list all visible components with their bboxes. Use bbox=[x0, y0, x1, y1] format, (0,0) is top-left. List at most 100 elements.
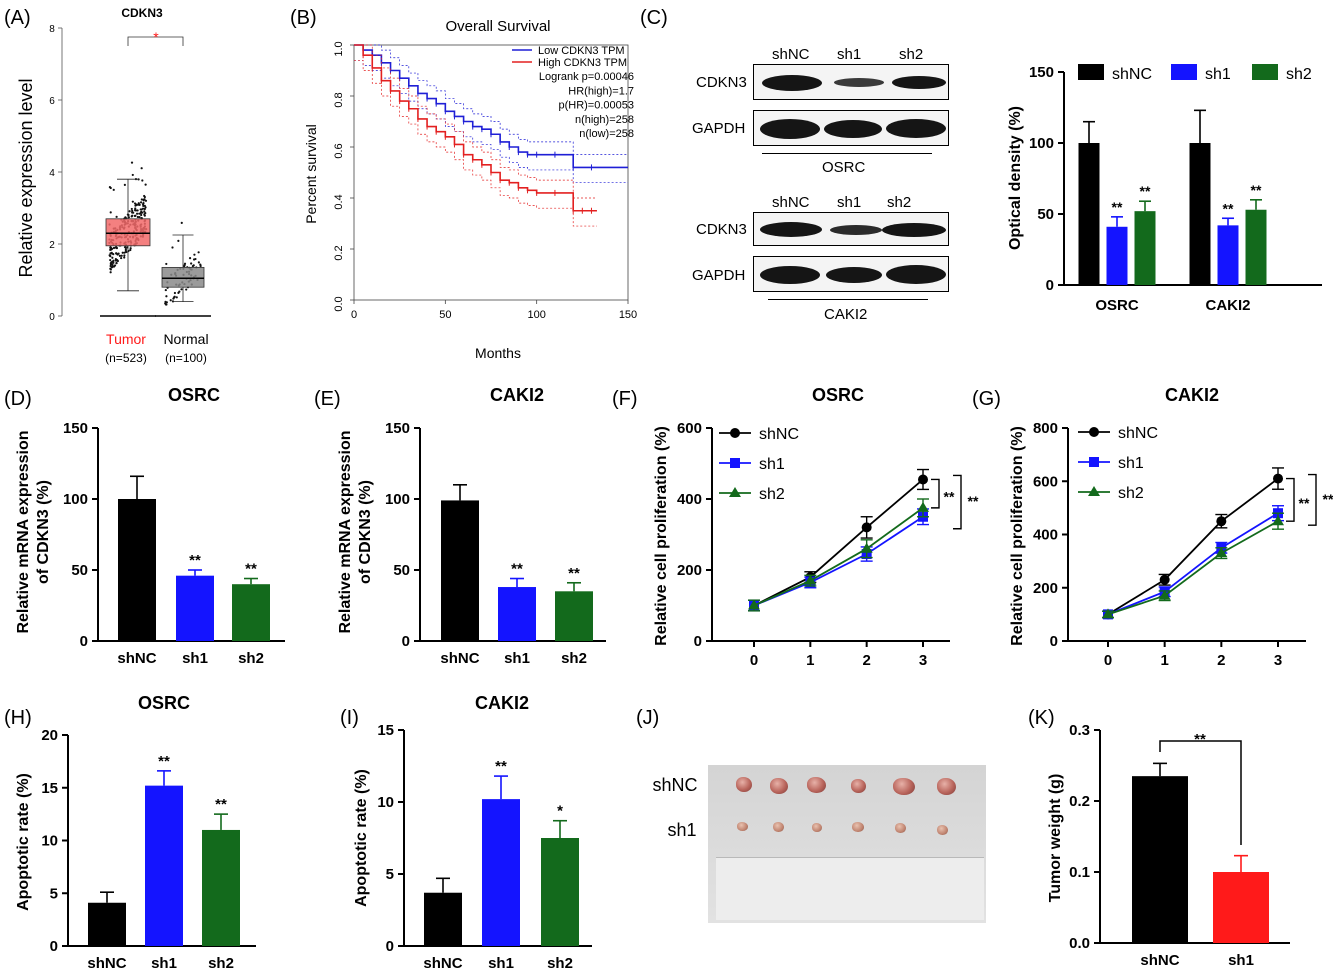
row-label: GAPDH bbox=[692, 120, 746, 137]
legend-label: sh2 bbox=[1118, 485, 1144, 502]
x-tick-label: shNC bbox=[87, 955, 126, 972]
y-tick-label: 6 bbox=[49, 96, 55, 107]
data-point bbox=[144, 183, 147, 186]
data-point bbox=[115, 215, 118, 218]
chart-title: CDKN3 bbox=[121, 6, 163, 20]
y-tick-label: 0 bbox=[49, 312, 55, 323]
significance-bracket bbox=[931, 478, 940, 509]
data-point bbox=[123, 256, 126, 259]
legend-label: sh2 bbox=[759, 486, 785, 503]
legend-label: sh1 bbox=[1118, 455, 1144, 472]
data-point bbox=[180, 288, 183, 291]
data-point bbox=[1272, 515, 1284, 526]
blot-band bbox=[760, 266, 820, 284]
y-axis-label: Apoptotic rate (%) bbox=[15, 773, 32, 911]
y-axis-label: Relative mRNA expression bbox=[15, 430, 32, 633]
panel-letter: (G) bbox=[972, 388, 1001, 410]
cell-line-label: OSRC bbox=[822, 159, 866, 176]
data-point bbox=[129, 247, 132, 250]
category-n: (n=100) bbox=[165, 351, 207, 365]
data-point bbox=[140, 167, 143, 170]
data-point bbox=[132, 211, 135, 214]
blot-band bbox=[826, 267, 882, 283]
y-tick-label: 0 bbox=[694, 633, 702, 650]
chart-title: CAKI2 bbox=[475, 693, 529, 713]
blot-strip-cdkn3 bbox=[753, 212, 949, 246]
data-point bbox=[131, 214, 134, 217]
legend-label: sh1 bbox=[1205, 66, 1231, 83]
x-tick-label: shNC bbox=[440, 650, 479, 667]
box bbox=[161, 266, 205, 288]
data-point bbox=[140, 208, 143, 211]
blot-band bbox=[886, 265, 946, 284]
bar bbox=[176, 575, 214, 641]
significance-mark: ** bbox=[1194, 731, 1206, 748]
data-point bbox=[1215, 547, 1228, 558]
y-tick-label: 150 bbox=[385, 420, 410, 437]
blot-band bbox=[760, 119, 820, 139]
significance-mark: ** bbox=[215, 796, 227, 813]
legend-marker bbox=[730, 428, 740, 438]
confidence-band bbox=[354, 59, 597, 227]
legend-swatch bbox=[1252, 64, 1278, 80]
legend-swatch bbox=[1078, 64, 1104, 80]
tumor-specimen bbox=[852, 822, 864, 832]
y-tick-label: 600 bbox=[1033, 473, 1058, 490]
lane-label: shNC bbox=[772, 194, 810, 211]
confidence-band bbox=[354, 44, 628, 155]
data-point bbox=[109, 211, 112, 214]
data-point bbox=[108, 254, 111, 257]
data-point bbox=[165, 262, 168, 266]
data-point bbox=[197, 261, 200, 264]
data-point bbox=[136, 215, 139, 219]
blot-band bbox=[760, 222, 822, 237]
data-point bbox=[141, 203, 145, 206]
y-tick-label: 0.3 bbox=[1069, 722, 1090, 739]
lane-underline bbox=[762, 153, 932, 154]
chart-title: Overall Survival bbox=[445, 18, 550, 35]
data-point bbox=[143, 194, 146, 198]
bar bbox=[1189, 143, 1211, 285]
significance-mark: * bbox=[557, 803, 563, 820]
y-tick-label: 0.2 bbox=[1069, 793, 1090, 810]
data-point bbox=[118, 254, 122, 257]
chart-title: CAKI2 bbox=[1165, 385, 1219, 405]
panel-letter: (H) bbox=[4, 707, 32, 729]
data-point bbox=[173, 291, 177, 295]
tumor-specimen bbox=[851, 779, 866, 793]
x-tick-label: CAKI2 bbox=[1205, 297, 1250, 314]
data-point bbox=[135, 209, 139, 212]
data-point bbox=[1159, 574, 1170, 585]
data-point bbox=[120, 254, 123, 257]
bar bbox=[232, 584, 270, 641]
data-point bbox=[917, 501, 929, 512]
blot-band bbox=[762, 75, 822, 91]
y-tick-label: 10 bbox=[41, 833, 58, 850]
stat-label: Logrank p=0.00046 bbox=[539, 71, 634, 83]
y-tick-label: 200 bbox=[677, 562, 702, 579]
data-point bbox=[861, 522, 872, 533]
y-axis-label: Tumor weight (g) bbox=[1047, 774, 1064, 903]
data-point bbox=[115, 252, 118, 255]
x-tick-label: sh2 bbox=[547, 955, 573, 972]
data-point bbox=[190, 262, 193, 265]
y-tick-label: 150 bbox=[63, 420, 88, 437]
legend-label: Low CDKN3 TPM bbox=[538, 45, 625, 57]
data-point bbox=[165, 303, 168, 306]
data-point bbox=[111, 256, 114, 259]
y-axis-label: Relative expression level bbox=[16, 78, 36, 277]
data-point bbox=[1273, 473, 1283, 484]
x-tick-label: shNC bbox=[423, 955, 462, 972]
x-tick-label: shNC bbox=[117, 650, 156, 667]
bar bbox=[145, 785, 183, 946]
row-label: CDKN3 bbox=[696, 74, 747, 91]
data-point bbox=[111, 260, 114, 263]
tumor-specimen bbox=[773, 822, 784, 832]
panel-letter: (C) bbox=[640, 7, 668, 29]
legend-label: High CDKN3 TPM bbox=[538, 57, 627, 69]
data-point bbox=[124, 248, 127, 251]
data-point bbox=[134, 204, 137, 207]
x-tick-label: 1 bbox=[806, 652, 814, 669]
data-point bbox=[108, 186, 112, 189]
stat-label: n(high)=258 bbox=[575, 114, 634, 126]
